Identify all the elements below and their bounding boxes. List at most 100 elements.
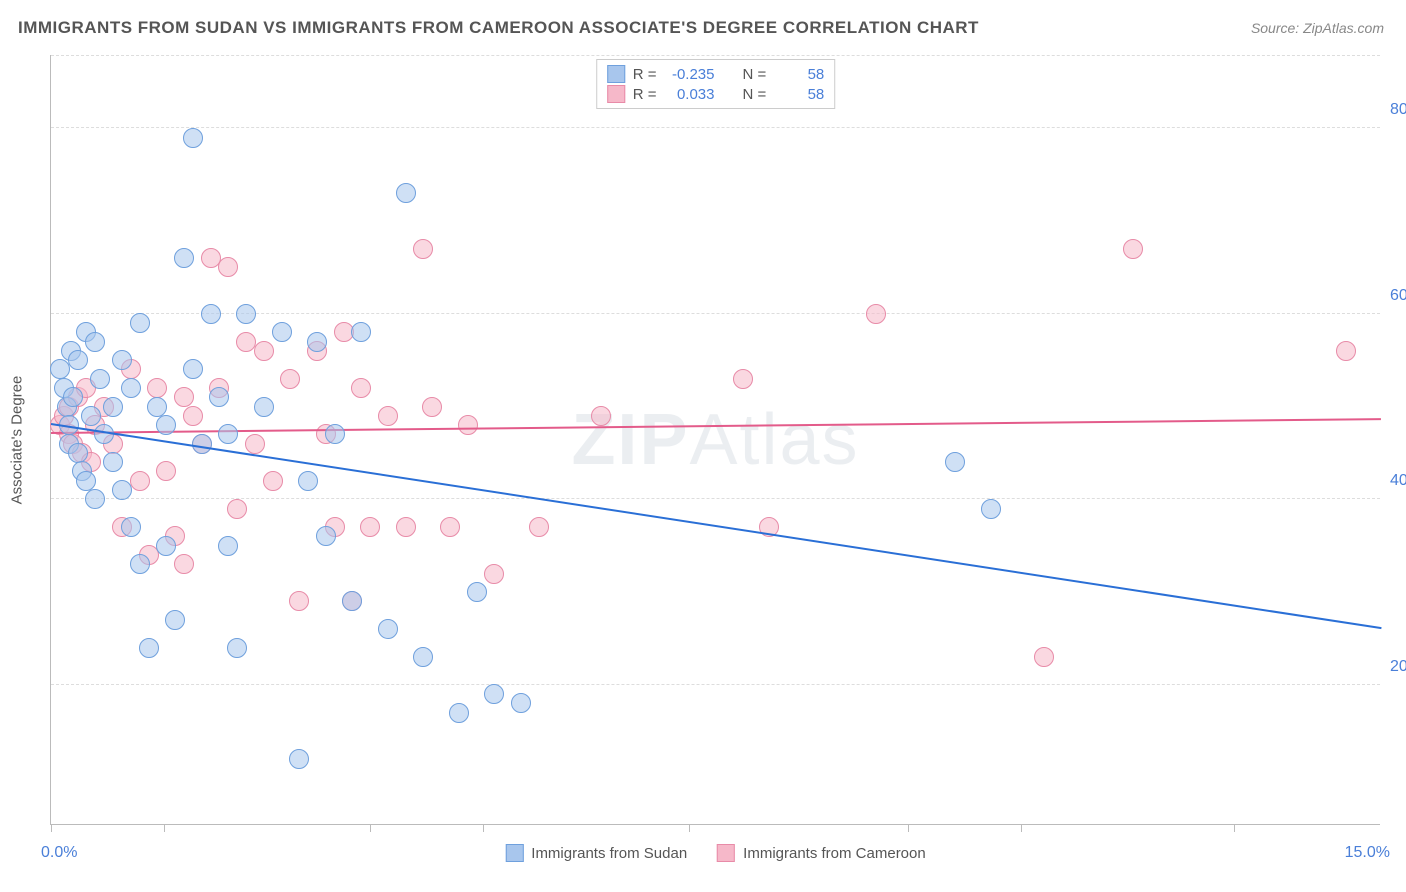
cameroon-point <box>227 499 247 519</box>
y-tick-label: 40.0% <box>1390 472 1406 490</box>
x-tick <box>51 824 52 832</box>
sudan-point <box>298 471 318 491</box>
sudan-point <box>156 415 176 435</box>
x-axis-min-label: 0.0% <box>41 844 77 862</box>
sudan-point <box>272 322 292 342</box>
cameroon-point <box>280 369 300 389</box>
x-tick <box>1234 824 1235 832</box>
cameroon-swatch <box>607 85 625 103</box>
cameroon-point <box>866 304 886 324</box>
sudan-point <box>130 313 150 333</box>
sudan-point <box>209 387 229 407</box>
cameroon-point <box>458 415 478 435</box>
cameroon-point <box>147 378 167 398</box>
cameroon-point <box>1336 341 1356 361</box>
sudan-point <box>81 406 101 426</box>
r-label: R = <box>633 66 657 83</box>
cameroon-point <box>156 461 176 481</box>
sudan-point <box>413 647 433 667</box>
sudan-point <box>183 128 203 148</box>
sudan-point <box>165 610 185 630</box>
watermark-zip: ZIP <box>571 400 689 480</box>
y-tick-label: 20.0% <box>1390 658 1406 676</box>
sudan-point <box>227 638 247 658</box>
cameroon-point <box>360 517 380 537</box>
gridline <box>51 127 1380 128</box>
series-legend: Immigrants from Sudan Immigrants from Ca… <box>505 844 925 862</box>
cameroon-point <box>413 239 433 259</box>
x-axis-max-label: 15.0% <box>1345 844 1390 862</box>
series-legend-item: Immigrants from Sudan <box>505 844 687 862</box>
sudan-point <box>218 536 238 556</box>
cameroon-point <box>174 387 194 407</box>
sudan-point <box>112 480 132 500</box>
gridline <box>51 55 1380 56</box>
n-value: 58 <box>774 66 824 83</box>
n-label: N = <box>743 86 767 103</box>
sudan-point <box>85 489 105 509</box>
cameroon-point <box>263 471 283 491</box>
chart-title: IMMIGRANTS FROM SUDAN VS IMMIGRANTS FROM… <box>18 18 979 38</box>
sudan-point <box>63 387 83 407</box>
x-tick <box>689 824 690 832</box>
gridline <box>51 684 1380 685</box>
sudan-point <box>183 359 203 379</box>
sudan-point <box>90 369 110 389</box>
sudan-point <box>174 248 194 268</box>
watermark: ZIPAtlas <box>571 399 859 481</box>
cameroon-point <box>422 397 442 417</box>
sudan-point <box>511 693 531 713</box>
cameroon-point <box>351 378 371 398</box>
cameroon-point <box>396 517 416 537</box>
sudan-point <box>342 591 362 611</box>
r-value: 0.033 <box>665 86 715 103</box>
cameroon-point <box>218 257 238 277</box>
sudan-point <box>156 536 176 556</box>
sudan-trendline <box>51 423 1381 629</box>
sudan-point <box>467 582 487 602</box>
sudan-swatch <box>505 844 523 862</box>
y-tick-label: 80.0% <box>1390 101 1406 119</box>
sudan-point <box>325 424 345 444</box>
sudan-point <box>68 350 88 370</box>
sudan-point <box>103 397 123 417</box>
cameroon-point <box>245 434 265 454</box>
cameroon-point <box>289 591 309 611</box>
cameroon-point <box>378 406 398 426</box>
sudan-point <box>981 499 1001 519</box>
x-tick <box>164 824 165 832</box>
n-value: 58 <box>774 86 824 103</box>
series-legend-item: Immigrants from Cameroon <box>717 844 926 862</box>
cameroon-point <box>1034 647 1054 667</box>
cameroon-point <box>484 564 504 584</box>
y-tick-label: 60.0% <box>1390 287 1406 305</box>
sudan-point <box>76 471 96 491</box>
sudan-point <box>218 424 238 444</box>
cameroon-swatch <box>717 844 735 862</box>
sudan-point <box>396 183 416 203</box>
stats-legend-row: R = -0.235 N = 58 <box>607 64 825 84</box>
cameroon-point <box>733 369 753 389</box>
sudan-point <box>254 397 274 417</box>
x-tick <box>370 824 371 832</box>
sudan-point <box>378 619 398 639</box>
x-tick <box>483 824 484 832</box>
sudan-point <box>147 397 167 417</box>
sudan-point <box>130 554 150 574</box>
cameroon-point <box>591 406 611 426</box>
plot-area: Associate's Degree ZIPAtlas R = -0.235 N… <box>50 55 1380 825</box>
stats-legend: R = -0.235 N = 58 R = 0.033 N = 58 <box>596 59 836 109</box>
r-label: R = <box>633 86 657 103</box>
watermark-atlas: Atlas <box>689 400 859 480</box>
sudan-point <box>68 443 88 463</box>
sudan-point <box>307 332 327 352</box>
sudan-point <box>484 684 504 704</box>
cameroon-point <box>1123 239 1143 259</box>
sudan-swatch <box>607 65 625 83</box>
cameroon-point <box>440 517 460 537</box>
sudan-point <box>192 434 212 454</box>
sudan-point <box>85 332 105 352</box>
sudan-point <box>945 452 965 472</box>
sudan-point <box>121 517 141 537</box>
cameroon-point <box>130 471 150 491</box>
